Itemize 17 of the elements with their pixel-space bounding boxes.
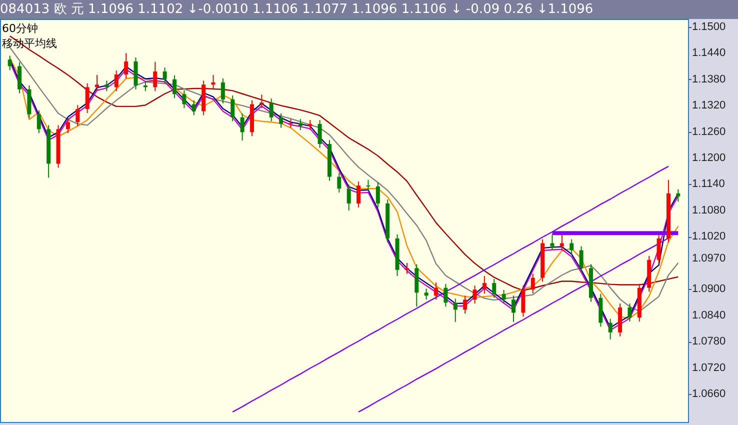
y-tick-label: 1.0780 [692, 336, 726, 348]
y-tick-label: 1.1200 [692, 152, 726, 164]
y-tick-label: 1.0900 [692, 283, 726, 296]
annotation: 60分钟 [2, 21, 39, 36]
y-tick-label: 1.1140 [692, 178, 725, 190]
y-tick-label: 1.0660 [692, 388, 726, 400]
y-tick-label: 1.1320 [692, 100, 726, 112]
y-tick-label: 1.1380 [692, 73, 726, 86]
y-tick-label: 1.0970 [692, 252, 726, 265]
y-tick-label: 1.1020 [692, 230, 726, 243]
chart-title: 084013 欧 元 1.1096 1.1102 ↓-0.0010 1.1106 1.1077 1.1096 1.1106 ↓ -0.09 0.26 ↓1.1096 [0, 0, 738, 19]
y-tick-label: 1.1080 [692, 204, 726, 216]
y-tick-label: 1.0720 [692, 362, 726, 374]
y-tick-label: 1.1260 [692, 126, 726, 138]
y-tick-label: 1.1440 [692, 47, 726, 60]
y-tick-label: 1.1500 [692, 20, 726, 33]
y-tick-label: 1.0840 [692, 309, 726, 322]
